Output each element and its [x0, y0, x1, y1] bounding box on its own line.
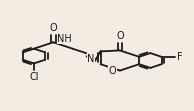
Text: F: F [177, 52, 183, 62]
Text: O: O [109, 66, 116, 76]
Text: N: N [87, 54, 94, 64]
Text: O: O [116, 31, 124, 41]
Text: NH: NH [57, 34, 72, 44]
Text: Cl: Cl [29, 72, 39, 82]
Text: O: O [49, 23, 57, 33]
